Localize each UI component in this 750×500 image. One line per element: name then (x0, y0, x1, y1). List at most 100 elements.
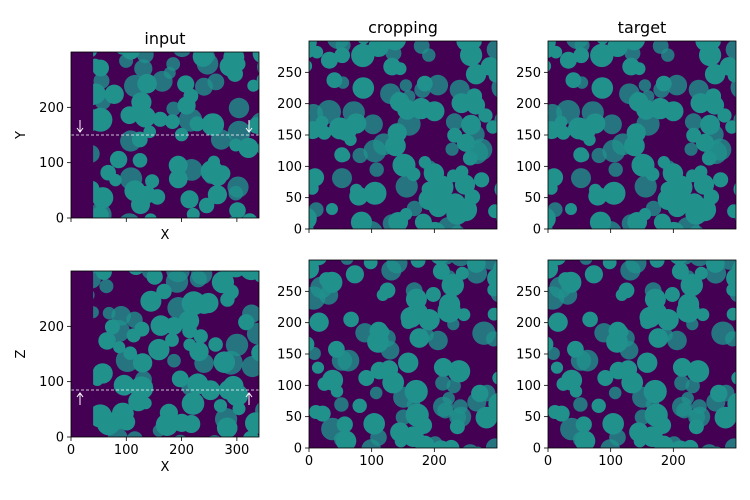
solid-blob (664, 287, 680, 302)
solid-blob (741, 132, 750, 145)
solid-blob (460, 44, 483, 67)
solid-blob (254, 271, 259, 283)
solid-blob (446, 378, 461, 394)
solid-blob (181, 392, 205, 415)
solid-blob (550, 361, 564, 374)
solid-blob (207, 185, 227, 205)
solid-blob (684, 113, 703, 131)
solid-blob (734, 212, 736, 222)
solid-blob (591, 147, 607, 164)
panel-2: 0 50 100 150 200 250 cropping (277, 18, 498, 238)
porous-texture (309, 260, 497, 448)
solid-blob (685, 378, 700, 394)
solid-blob (490, 285, 497, 303)
solid-blob (726, 307, 736, 321)
y-tick-label: 200 (277, 97, 302, 112)
solid-blob (344, 133, 357, 146)
solid-blob (602, 260, 617, 270)
solid-blob (591, 77, 614, 99)
panel-6: 0 100 200 0 50 100 150 200 250 (516, 259, 750, 469)
solid-blob (309, 181, 319, 195)
solid-blob (208, 167, 228, 186)
slice-arrow-head (245, 392, 253, 398)
solid-blob (246, 322, 259, 345)
solid-blob (548, 207, 556, 229)
solid-blob (385, 135, 406, 157)
y-tick-label: 100 (277, 160, 302, 175)
solid-blob (358, 370, 375, 386)
solid-blob (200, 380, 221, 401)
solid-blob (227, 65, 243, 82)
solid-blob (486, 41, 497, 60)
y-tick-label: 0 (294, 223, 302, 238)
solid-blob (326, 203, 338, 215)
solid-blob (393, 62, 407, 76)
solid-blob (473, 446, 483, 448)
porous-texture (548, 41, 750, 249)
axes-frame (70, 270, 260, 438)
solid-blob (597, 370, 614, 386)
y-tick-label: 150 (277, 348, 302, 363)
solid-blob (247, 79, 259, 92)
solid-blob (462, 444, 478, 448)
solid-blob (223, 284, 239, 300)
solid-blob (309, 260, 320, 279)
solid-blob (595, 237, 607, 249)
solid-blob (657, 309, 679, 331)
solid-blob (684, 142, 698, 156)
solid-blob (243, 430, 259, 437)
y-tick-label: 200 (39, 101, 64, 116)
solid-blob (663, 221, 685, 229)
solid-blob (88, 107, 113, 132)
solid-blob (556, 377, 571, 391)
solid-blob (699, 44, 722, 67)
x-tick-label: 300 (224, 443, 249, 458)
solid-blob (424, 101, 445, 122)
solid-blob (686, 318, 699, 331)
solid-blob (345, 265, 364, 284)
solid-blob (730, 77, 736, 98)
solid-blob (418, 309, 440, 331)
solid-blob (577, 149, 590, 162)
solid-blob (182, 323, 198, 339)
y-tick-label: 0 (294, 442, 302, 457)
solid-blob (437, 402, 454, 419)
solid-blob (645, 200, 662, 217)
porous-texture (309, 41, 497, 229)
solid-blob (218, 350, 243, 375)
solid-blob (495, 212, 497, 222)
solid-blob (717, 108, 732, 123)
solid-blob (548, 260, 559, 279)
solid-blob (228, 185, 244, 201)
solid-blob (238, 137, 259, 158)
solid-blob (710, 231, 724, 245)
solid-blob (165, 114, 180, 129)
solid-blob (164, 317, 183, 335)
solid-blob (94, 93, 111, 110)
solid-blob (676, 299, 700, 323)
solid-blob (309, 60, 313, 72)
y-tick-label: 0 (56, 431, 64, 446)
solid-blob (107, 428, 128, 437)
solid-blob (553, 405, 570, 422)
solid-blob (727, 204, 736, 219)
solid-blob (229, 202, 246, 218)
solid-blob (608, 162, 623, 177)
solid-blob (737, 379, 750, 399)
solid-blob (620, 260, 641, 281)
solid-blob (733, 406, 736, 419)
solid-blob (309, 312, 329, 332)
solid-blob (424, 221, 446, 229)
solid-blob (559, 51, 577, 69)
solid-blob (317, 377, 332, 391)
solid-blob (261, 178, 276, 193)
solid-blob (602, 114, 622, 135)
solid-blob (663, 101, 684, 122)
solid-blob (494, 406, 497, 419)
solid-blob (705, 96, 725, 115)
solid-blob (447, 318, 460, 331)
solid-blob (478, 108, 493, 123)
solid-blob (334, 47, 351, 64)
solid-blob (667, 197, 688, 218)
solid-blob (314, 405, 331, 422)
